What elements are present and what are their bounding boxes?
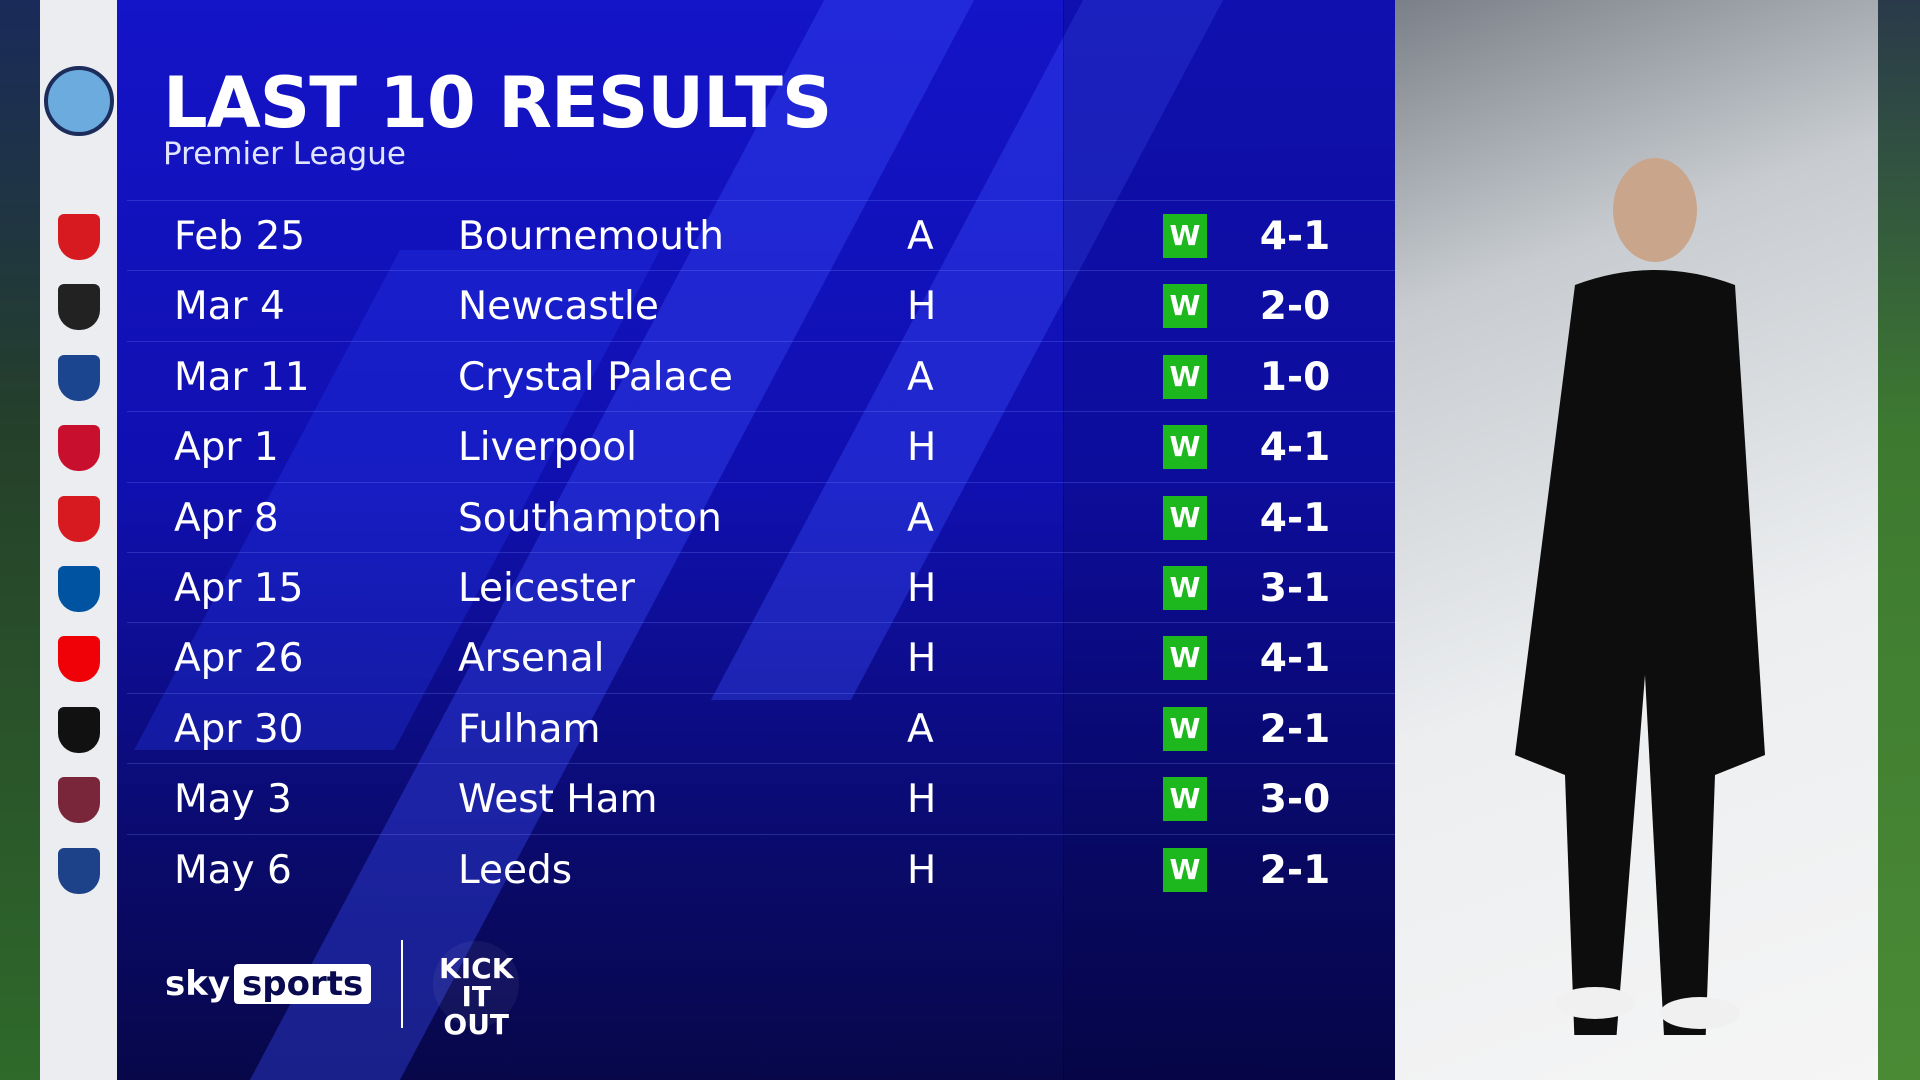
match-date: Apr 30 (174, 706, 304, 752)
win-badge: W (1163, 214, 1207, 258)
opponent-crest-icon (57, 495, 100, 542)
opponent-crest-icon (57, 706, 100, 753)
venue: H (907, 777, 937, 823)
score: 2-1 (1259, 847, 1331, 893)
match-date: Mar 11 (174, 354, 310, 400)
opponent-crest-icon (57, 566, 100, 612)
venue: A (907, 495, 934, 541)
opponent-name: West Ham (458, 777, 658, 823)
page-title: LAST 10 RESULTS (163, 62, 832, 144)
opponent-name: Liverpool (458, 425, 637, 471)
result-row: May 6 Leeds H W 2-1 (127, 833, 1395, 904)
venue: H (907, 425, 937, 471)
result-row: Mar 11 Crystal Palace A W 1-0 (127, 340, 1395, 411)
opponent-crest-icon (57, 777, 100, 824)
opponent-name: Fulham (458, 706, 601, 752)
win-badge: W (1163, 847, 1207, 892)
match-date: May 3 (174, 777, 292, 823)
match-date: Feb 25 (174, 214, 306, 259)
venue: A (907, 214, 934, 259)
venue: H (907, 284, 937, 330)
venue: A (907, 354, 934, 400)
score: 2-1 (1259, 706, 1331, 752)
result-row: Apr 15 Leicester H W 3-1 (127, 552, 1395, 622)
win-badge: W (1163, 636, 1207, 681)
match-date: Mar 4 (174, 284, 285, 330)
win-badge: W (1163, 566, 1207, 610)
venue: H (907, 847, 937, 893)
background-pitch-right (1878, 0, 1920, 1080)
venue: H (907, 566, 937, 611)
win-badge: W (1163, 354, 1207, 399)
result-row: Apr 8 Southampton A W 4-1 (127, 481, 1395, 552)
opponent-name: Crystal Palace (458, 354, 733, 400)
opponent-name: Leicester (458, 566, 635, 611)
score: 1-0 (1259, 354, 1331, 400)
sky-sports-logo: sky sports (165, 964, 372, 1004)
win-badge: W (1163, 777, 1207, 822)
result-row: Apr 1 Liverpool H W 4-1 (127, 411, 1395, 481)
opponent-crest-icon (57, 284, 100, 331)
competition-subtitle: Premier League (163, 136, 406, 172)
win-badge: W (1163, 706, 1207, 751)
opponent-crest-icon (57, 847, 100, 894)
win-badge: W (1163, 425, 1207, 470)
win-badge: W (1163, 495, 1207, 540)
opponent-name: Arsenal (458, 636, 605, 682)
score: 4-1 (1259, 495, 1331, 541)
result-row: Mar 4 Newcastle H W 2-0 (127, 270, 1395, 340)
logo-divider (401, 940, 404, 1028)
win-badge: W (1163, 284, 1207, 329)
result-row: May 3 West Ham H W 3-0 (127, 763, 1395, 833)
match-date: Apr 8 (174, 495, 279, 541)
manager-photo (1395, 0, 1878, 1080)
crest-strip (40, 0, 117, 1080)
results-panel: LAST 10 RESULTS Premier League Feb 25 Bo… (117, 0, 1395, 1080)
score: 3-0 (1259, 777, 1331, 823)
opponent-crest-icon (57, 354, 100, 401)
match-date: Apr 26 (174, 636, 304, 682)
opponent-name: Bournemouth (458, 214, 724, 259)
result-row: Feb 25 Bournemouth A W 4-1 (127, 200, 1395, 270)
kick-it-out-logo: KICK IT OUT (433, 941, 520, 1039)
score: 4-1 (1259, 214, 1331, 259)
manager-figure-icon (1515, 158, 1765, 1035)
result-column-bg (1063, 0, 1395, 1080)
score: 2-0 (1259, 284, 1331, 330)
opponent-crest-icon (57, 636, 100, 683)
opponent-crest-icon (57, 425, 100, 472)
result-row: Apr 26 Arsenal H W 4-1 (127, 622, 1395, 692)
opponent-name: Leeds (458, 847, 573, 893)
venue: A (907, 706, 934, 752)
score: 3-1 (1259, 566, 1331, 611)
score: 4-1 (1259, 636, 1331, 682)
score: 4-1 (1259, 425, 1331, 471)
match-date: May 6 (174, 847, 292, 893)
venue: H (907, 636, 937, 682)
manchester-city-crest-icon (43, 66, 114, 136)
opponent-name: Newcastle (458, 284, 659, 330)
opponent-name: Southampton (458, 495, 722, 541)
match-date: Apr 15 (174, 566, 304, 611)
opponent-crest-icon (57, 214, 100, 260)
background-stadium-left (0, 0, 40, 1080)
match-date: Apr 1 (174, 425, 279, 471)
result-row: Apr 30 Fulham A W 2-1 (127, 692, 1395, 763)
